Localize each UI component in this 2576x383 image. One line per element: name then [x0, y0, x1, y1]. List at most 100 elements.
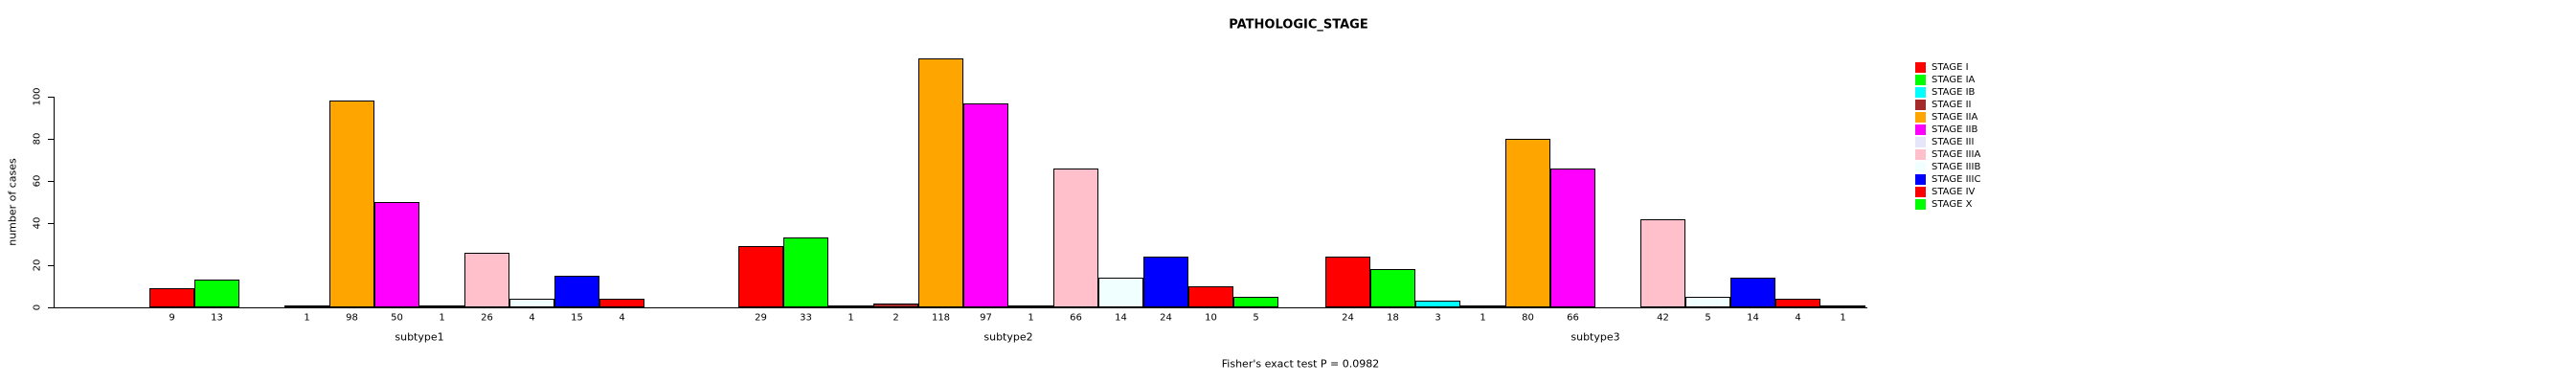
y-tick-label: 80 [32, 132, 43, 146]
bar-value-label: 1 [439, 312, 445, 324]
y-tick-label: 20 [32, 259, 43, 272]
bar-subtype2-stage-ib [828, 305, 873, 307]
legend-swatch-stage-iiib [1915, 162, 1926, 172]
bar-subtype3-stage-iib [1550, 169, 1595, 307]
legend-swatch-stage-iv [1915, 187, 1926, 197]
bar-subtype3-stage-iiic [1730, 278, 1775, 307]
bar-subtype2-stage-iib [963, 103, 1008, 307]
bar-subtype2-stage-iiia [1053, 169, 1098, 307]
legend-label-stage-ib: STAGE IB [1932, 87, 1976, 98]
bar-value-label: 50 [391, 312, 403, 324]
bar-value-label: 5 [1705, 312, 1711, 324]
y-tick [48, 97, 54, 98]
bar-subtype1-stage-iiib [509, 299, 554, 307]
bar-value-label: 24 [1342, 312, 1354, 324]
group-label-subtype2: subtype2 [983, 330, 1033, 344]
bar-subtype3-stage-iv [1775, 299, 1820, 307]
legend-swatch-stage-iib [1915, 124, 1926, 135]
bar-value-label: 15 [571, 312, 583, 324]
bar-value-label: 42 [1657, 312, 1669, 324]
bar-subtype3-stage-i [1325, 257, 1370, 307]
bar-value-label: 5 [1253, 312, 1259, 324]
bar-subtype1-stage-ia [194, 280, 239, 307]
bar-value-label: 1 [1840, 312, 1846, 324]
legend-label-stage-i: STAGE I [1932, 62, 1969, 73]
bar-subtype3-stage-ii [1460, 305, 1505, 307]
bar-subtype3-stage-iiia [1640, 219, 1685, 307]
legend-label-stage-iiia: STAGE IIIA [1932, 149, 1981, 160]
legend-label-stage-ii: STAGE II [1932, 100, 1972, 110]
bar-subtype2-stage-ii [873, 304, 918, 307]
bar-value-label: 118 [931, 312, 951, 324]
bar-subtype1-stage-ii [284, 305, 329, 307]
fisher-test-caption: Fisher's exact test P = 0.0982 [1221, 357, 1380, 371]
y-axis-title: number of cases [6, 158, 19, 246]
x-axis-line [54, 307, 1867, 308]
y-tick [48, 265, 54, 266]
bar-value-label: 98 [346, 312, 358, 324]
bar-subtype1-stage-iia [329, 101, 374, 307]
bar-subtype3-stage-iiib [1685, 297, 1730, 307]
bar-subtype2-stage-iiic [1143, 257, 1188, 307]
bar-value-label: 24 [1160, 312, 1172, 324]
bar-value-label: 66 [1070, 312, 1082, 324]
legend-swatch-stage-ib [1915, 87, 1926, 98]
y-tick [48, 139, 54, 140]
bar-value-label: 26 [481, 312, 493, 324]
bar-value-label: 80 [1522, 312, 1534, 324]
legend-label-stage-iia: STAGE IIA [1932, 112, 1978, 123]
y-tick [48, 223, 54, 224]
bar-value-label: 1 [304, 312, 310, 324]
bar-subtype1-stage-iiia [464, 253, 509, 307]
chart-title: PATHOLOGIC_STAGE [1229, 17, 1368, 33]
legend-label-stage-iiib: STAGE IIIB [1932, 162, 1981, 172]
legend-label-stage-iiic: STAGE IIIC [1932, 174, 1981, 185]
bar-value-label: 10 [1205, 312, 1217, 324]
bar-value-label: 66 [1567, 312, 1579, 324]
bar-subtype1-stage-iiic [554, 276, 599, 307]
bar-subtype1-stage-iv [599, 299, 644, 307]
bar-value-label: 14 [1115, 312, 1127, 324]
bar-subtype2-stage-iia [918, 58, 963, 307]
legend-swatch-stage-iiic [1915, 174, 1926, 185]
bar-subtype1-stage-iii [419, 305, 464, 307]
y-tick-label: 60 [32, 174, 43, 188]
bar-value-label: 33 [800, 312, 812, 324]
bar-value-label: 4 [1795, 312, 1801, 324]
legend-swatch-stage-iiia [1915, 149, 1926, 160]
legend-swatch-stage-ia [1915, 75, 1926, 85]
bar-value-label: 9 [169, 312, 175, 324]
legend-label-stage-iv: STAGE IV [1932, 187, 1976, 197]
legend-label-stage-iii: STAGE III [1932, 137, 1975, 147]
y-tick-label: 40 [32, 216, 43, 230]
bar-value-label: 1 [847, 312, 854, 324]
y-tick [48, 181, 54, 182]
bar-value-label: 4 [529, 312, 535, 324]
bar-value-label: 97 [980, 312, 992, 324]
y-axis-line [54, 97, 55, 308]
bar-subtype2-stage-ia [783, 237, 828, 307]
group-label-subtype3: subtype3 [1570, 330, 1620, 344]
bar-value-label: 2 [893, 312, 899, 324]
bar-subtype2-stage-iii [1008, 305, 1053, 307]
bar-subtype3-stage-x [1820, 305, 1865, 307]
bar-value-label: 18 [1387, 312, 1399, 324]
bar-value-label: 1 [1028, 312, 1034, 324]
group-label-subtype1: subtype1 [395, 330, 444, 344]
bar-subtype2-stage-i [738, 246, 783, 307]
bar-value-label: 1 [1480, 312, 1486, 324]
y-tick-label: 0 [32, 304, 43, 311]
legend-swatch-stage-x [1915, 199, 1926, 210]
bar-subtype3-stage-ia [1370, 269, 1415, 307]
legend-swatch-stage-ii [1915, 100, 1926, 110]
legend-swatch-stage-i [1915, 62, 1926, 73]
legend-label-stage-ia: STAGE IA [1932, 75, 1976, 85]
legend-label-stage-iib: STAGE IIB [1932, 124, 1978, 135]
bar-subtype2-stage-iv [1188, 286, 1233, 307]
bar-subtype3-stage-ib [1415, 301, 1460, 307]
bar-subtype3-stage-iia [1505, 139, 1550, 307]
bar-subtype1-stage-iib [374, 202, 419, 307]
bar-value-label: 14 [1747, 312, 1759, 324]
bar-subtype2-stage-x [1233, 297, 1278, 307]
bar-value-label: 13 [211, 312, 223, 324]
